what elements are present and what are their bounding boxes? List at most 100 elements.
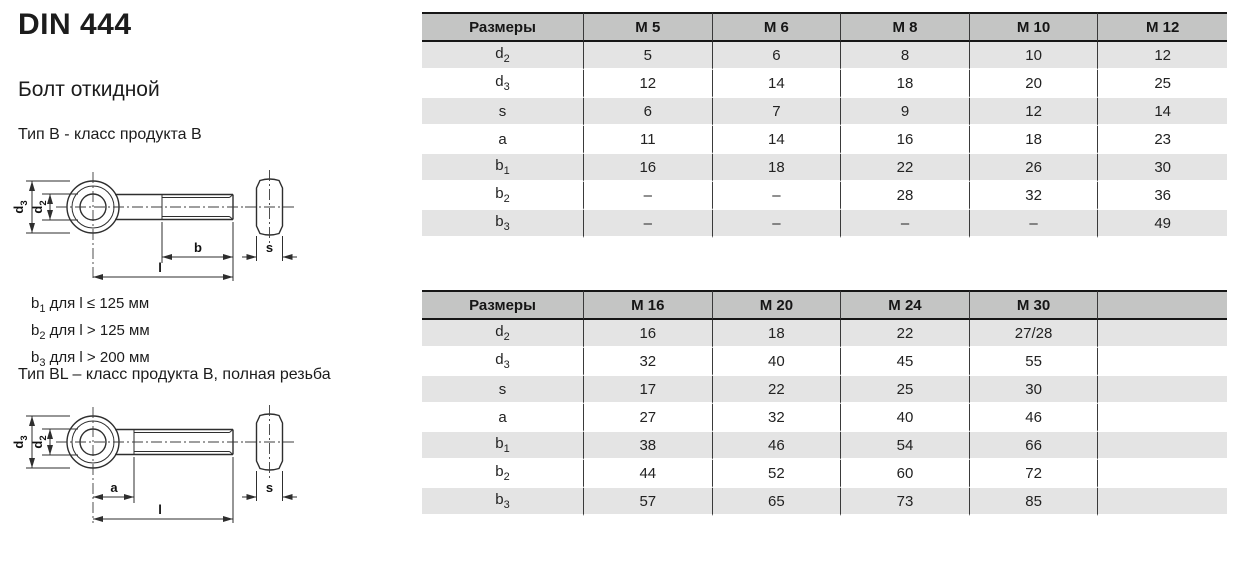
table-cell: 65 <box>712 488 842 516</box>
row-label: d3 <box>422 348 584 376</box>
table-cell: 73 <box>841 488 970 516</box>
dimension-s: s <box>242 471 297 501</box>
row-label: b1 <box>422 154 584 182</box>
table-cell: 66 <box>969 432 1099 460</box>
table-cell: 20 <box>969 70 1099 98</box>
row-label: b2 <box>422 182 584 210</box>
dim-label-a: a <box>110 480 118 495</box>
dimension-b: b <box>161 222 234 281</box>
table-cell: – <box>584 182 713 210</box>
eye-bolt-end-view <box>245 405 294 479</box>
dimension-d2: d2 <box>30 428 78 456</box>
table-cell: 28 <box>841 182 970 210</box>
table-cell: – <box>584 210 713 238</box>
table-cell: 40 <box>712 348 842 376</box>
row-label: d2 <box>422 42 584 70</box>
dimension-a: a <box>93 457 135 503</box>
table-cell: 32 <box>969 182 1099 210</box>
table-cell: 18 <box>969 126 1099 154</box>
table-cell: 44 <box>584 460 713 488</box>
row-label: b2 <box>422 460 584 488</box>
table-cell: 23 <box>1098 126 1227 154</box>
table-cell: 36 <box>1098 182 1227 210</box>
table-cell: 17 <box>584 376 713 404</box>
table-cell: 10 <box>969 42 1099 70</box>
table-row: b3– – – –49 <box>422 210 1227 238</box>
dimension-d3: d3 <box>11 180 70 234</box>
table-cell: 30 <box>969 376 1099 404</box>
table-cell: 25 <box>841 376 970 404</box>
thread-length-notes: b1 для l ≤ 125 мм b2 для l > 125 мм b3 для… <box>31 293 150 374</box>
dimensions-table: Размеры M 16 M 20 M 24 M 30 d2 16 18 22 27/28 d3 32… <box>422 290 1227 516</box>
table-cell: 54 <box>841 432 970 460</box>
table-cell: – <box>712 182 842 210</box>
table-cell: 22 <box>841 320 970 348</box>
table-cell: 11 <box>584 126 713 154</box>
row-label: d3 <box>422 70 584 98</box>
table-header-size: M 10 <box>969 12 1099 42</box>
table-header-size: M 16 <box>584 290 713 320</box>
table-cell: 25 <box>1098 70 1227 98</box>
table-cell: 6 <box>712 42 842 70</box>
table-header-size <box>1098 290 1227 320</box>
table-cell: 30 <box>1098 154 1227 182</box>
table-header-row: Размеры M 16 M 20 M 24 M 30 <box>422 290 1227 320</box>
table-cell: 85 <box>969 488 1099 516</box>
table-header-size: M 8 <box>841 12 970 42</box>
table-cell: 27 <box>584 404 713 432</box>
table-cell <box>1098 404 1227 432</box>
table-cell: 55 <box>969 348 1099 376</box>
note-line: b3 для l > 200 мм <box>31 349 150 369</box>
table-row: a 11 14 16 18 23 <box>422 126 1227 154</box>
table-cell <box>1098 320 1227 348</box>
table-header-size: M 24 <box>841 290 970 320</box>
table-row: s 17 22 25 30 <box>422 376 1227 404</box>
table-cell: 32 <box>712 404 842 432</box>
table-row: d3 32 40 45 55 <box>422 348 1227 376</box>
table-cell: – <box>841 210 970 238</box>
table-row: d3 12 14 18 20 25 <box>422 70 1227 98</box>
row-label: d2 <box>422 320 584 348</box>
dimension-s: s <box>242 236 297 261</box>
table-cell: 46 <box>969 404 1099 432</box>
table-cell: 18 <box>712 154 842 182</box>
dim-label-d2: d2 <box>30 200 49 213</box>
table-cell: 12 <box>1098 42 1227 70</box>
table-header-size: M 12 <box>1098 12 1227 42</box>
row-label: a <box>422 404 584 432</box>
table-cell: 27/28 <box>969 320 1099 348</box>
table-header-sizes-label: Размеры <box>422 12 584 42</box>
table-row: b3 57 65 73 85 <box>422 488 1227 516</box>
table-cell: 57 <box>584 488 713 516</box>
dimensions-table-m16-m30: Размеры M 16 M 20 M 24 M 30 d2 16 18 22 27/28 d3 32… <box>422 290 1227 516</box>
dim-label-l: l <box>158 260 162 275</box>
table-cell: – <box>712 210 842 238</box>
dim-label-s: s <box>266 480 273 495</box>
row-label: b3 <box>422 210 584 238</box>
table-cell: – <box>969 210 1099 238</box>
table-cell: 6 <box>584 98 713 126</box>
eye-bolt-side-view <box>56 172 246 281</box>
dimension-d2: d2 <box>30 193 78 221</box>
table-cell: 46 <box>712 432 842 460</box>
eye-bolt-end-view <box>245 170 294 244</box>
table-cell <box>1098 488 1227 516</box>
table-cell: 49 <box>1098 210 1227 238</box>
table-cell: 7 <box>712 98 842 126</box>
table-cell: 18 <box>841 70 970 98</box>
dim-label-d3: d3 <box>11 435 30 448</box>
table-cell: 18 <box>712 320 842 348</box>
table-cell: 14 <box>1098 98 1227 126</box>
row-label: b3 <box>422 488 584 516</box>
table-header-size: M 20 <box>712 290 842 320</box>
table-cell: 40 <box>841 404 970 432</box>
table-header-size: M 30 <box>969 290 1099 320</box>
table-row: b2– –28 32 36 <box>422 182 1227 210</box>
note-line: b1 для l ≤ 125 мм <box>31 295 150 315</box>
table-cell: 72 <box>969 460 1099 488</box>
table-cell: 22 <box>712 376 842 404</box>
page-title: DIN 444 <box>18 8 132 41</box>
